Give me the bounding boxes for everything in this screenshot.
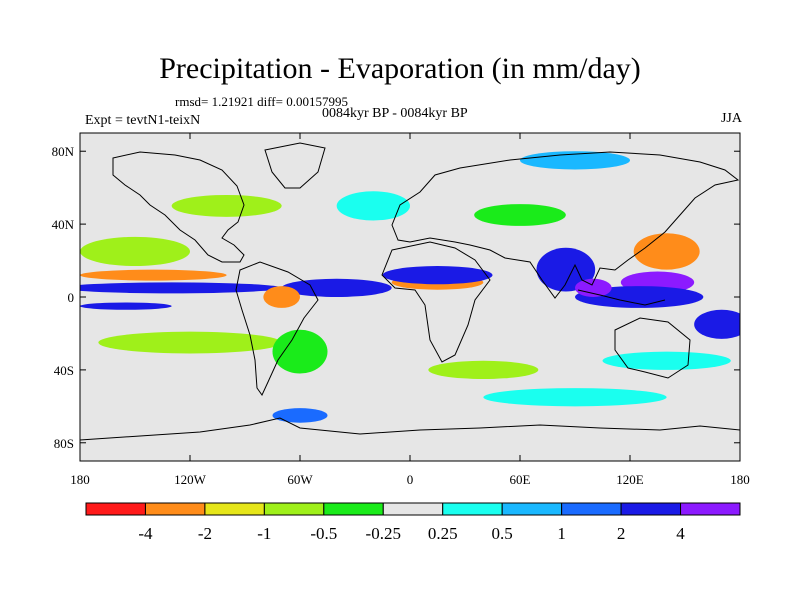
field-region-2 [633, 233, 700, 270]
field-region-5 [281, 278, 392, 297]
field-region-7 [382, 266, 493, 285]
x-tick-label: 180 [70, 472, 90, 487]
x-tick-label: 60E [510, 472, 531, 487]
field-region-17 [171, 194, 282, 217]
colorbar-label: -2 [198, 524, 212, 543]
colorbar-label: -0.25 [366, 524, 401, 543]
field-region-12 [98, 331, 282, 354]
colorbar-swatch [323, 502, 384, 516]
experiment-label: Expt = tevtN1-teixN [85, 113, 201, 128]
field-region-13 [428, 360, 539, 379]
coastline-australia [614, 317, 691, 379]
coastline-antarctica [80, 417, 740, 441]
field-region-8 [263, 286, 300, 308]
coastline-indonesia [577, 289, 666, 306]
colorbar-swatch [680, 502, 741, 516]
field-region-23 [272, 329, 328, 374]
colorbar-swatch [442, 502, 503, 516]
colorbar-swatch [144, 502, 206, 516]
colorbar-swatch [263, 502, 325, 516]
axis-ticks [79, 133, 741, 461]
x-tick-label: 120E [616, 472, 644, 487]
season-label: JJA [720, 111, 742, 126]
coastline-greenland [264, 142, 326, 189]
colorbar-label: 0.5 [492, 524, 513, 543]
colorbar-swatch [204, 502, 265, 516]
period-label: 0084kyr BP - 0084kyr BP [322, 106, 468, 121]
colorbar: -4 -2 -1 -0.5 -0.25 0.25 0.5 1 2 4 [85, 502, 741, 543]
field-region-16 [272, 408, 328, 423]
y-tick-label: 40S [54, 363, 74, 378]
y-tick-label: 80S [54, 436, 74, 451]
chart-title: Precipitation - Evaporation (in mm/day) [159, 52, 641, 85]
x-tick-label: 60W [287, 472, 313, 487]
coastline-south-america [235, 261, 319, 396]
y-tick-label: 80N [52, 144, 75, 159]
colorbar-label: -1 [257, 524, 271, 543]
colorbar-label: -0.5 [310, 524, 337, 543]
coastlines [80, 142, 740, 441]
stats-label: rmsd= 1.21921 diff= 0.00157995 [175, 94, 348, 109]
coastline-africa [381, 241, 491, 363]
colorbar-swatch [85, 502, 146, 516]
colorbar-label: 0.25 [428, 524, 458, 543]
field-region-21 [694, 309, 740, 339]
axis-tick-labels: 180 120W 60W 0 60E 120E 180 80N 40N 0 40S 80S [52, 144, 750, 487]
colorbar-label: 4 [676, 524, 685, 543]
field-region-22 [575, 278, 612, 297]
colorbar-swatch [501, 502, 563, 516]
colorbar-label: 1 [557, 524, 566, 543]
field-region-14 [602, 351, 731, 370]
y-tick-label: 40N [52, 217, 75, 232]
x-tick-label: 120W [174, 472, 207, 487]
field-region-0 [536, 247, 596, 292]
field-region-11 [80, 236, 190, 267]
field-region-4 [80, 282, 282, 294]
field-region-9 [80, 269, 227, 281]
colorbar-swatch [382, 502, 444, 516]
coastline-north-america [112, 151, 245, 263]
x-tick-label: 0 [407, 472, 414, 487]
field-region-18 [336, 191, 411, 221]
field-region-20 [474, 204, 566, 226]
colorbar-swatch [561, 502, 622, 516]
x-tick-label: 180 [730, 472, 750, 487]
field-region-10 [80, 302, 172, 310]
coastline-europe-asia [391, 151, 740, 299]
y-tick-label: 0 [68, 290, 75, 305]
colorbar-swatch [620, 502, 682, 516]
colorbar-label: 2 [617, 524, 626, 543]
colorbar-label: -4 [138, 524, 153, 543]
field-region-15 [483, 388, 667, 407]
